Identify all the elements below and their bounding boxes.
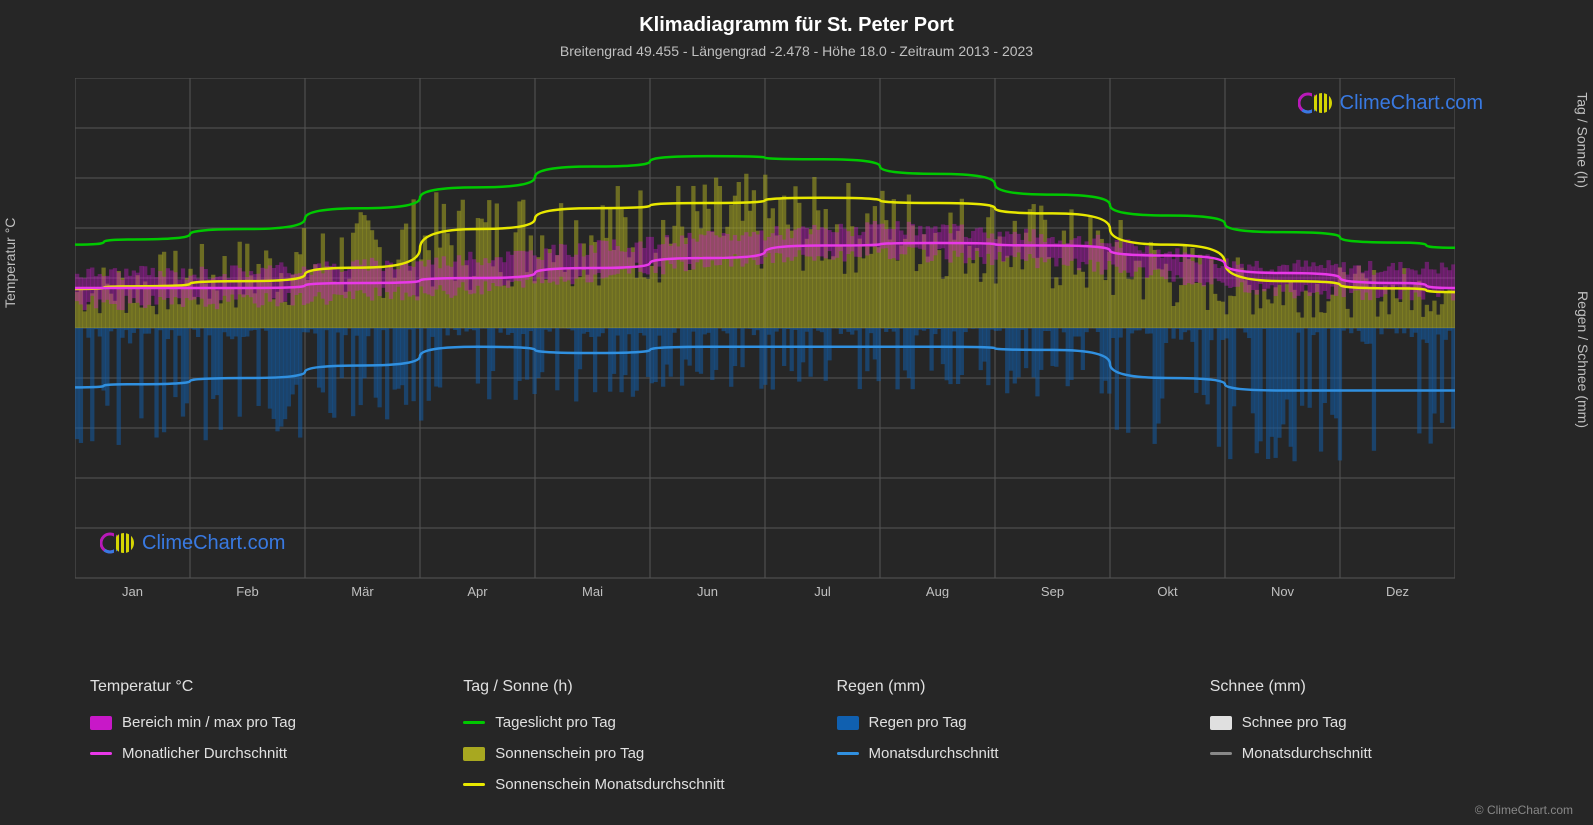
svg-text:Sep: Sep <box>1041 584 1064 598</box>
legend-item: Sonnenschein pro Tag <box>463 745 796 762</box>
legend-swatch <box>837 716 859 730</box>
svg-text:Jan: Jan <box>122 584 143 598</box>
legend-swatch <box>90 716 112 730</box>
legend-item: Regen pro Tag <box>837 714 1170 731</box>
legend-label: Monatlicher Durchschnitt <box>122 745 287 762</box>
legend-swatch <box>463 721 485 724</box>
legend-column: Temperatur °C Bereich min / max pro Tag Mo… <box>90 678 423 793</box>
legend-swatch <box>463 783 485 786</box>
legend-header: Regen (mm) <box>837 678 1170 696</box>
chart-title: Klimadiagramm für St. Peter Port <box>0 0 1593 37</box>
legend-header: Tag / Sonne (h) <box>463 678 796 696</box>
legend-item: Tageslicht pro Tag <box>463 714 796 731</box>
legend-item: Sonnenschein Monatsdurchschnitt <box>463 776 796 793</box>
legend-label: Bereich min / max pro Tag <box>122 714 296 731</box>
legend-swatch <box>463 747 485 761</box>
legend-swatch <box>837 752 859 755</box>
legend-label: Monatsdurchschnitt <box>1242 745 1372 762</box>
chart-plot-area: -50-40-30-20-100102030405006121824010203… <box>75 78 1455 598</box>
chart-subtitle: Breitengrad 49.455 - Längengrad -2.478 -… <box>0 37 1593 59</box>
right-axis-top-label: Tag / Sonne (h) <box>1575 92 1591 188</box>
copyright-text: © ClimeChart.com <box>1475 803 1573 817</box>
legend-swatch <box>1210 716 1232 730</box>
legend-swatch <box>90 752 112 755</box>
svg-text:Feb: Feb <box>236 584 258 598</box>
chart-legend: Temperatur °C Bereich min / max pro Tag Mo… <box>90 678 1543 793</box>
svg-text:Okt: Okt <box>1157 584 1178 598</box>
legend-item: Bereich min / max pro Tag <box>90 714 423 731</box>
svg-text:Mär: Mär <box>351 584 374 598</box>
right-axis-bottom-label: Regen / Schnee (mm) <box>1575 291 1591 428</box>
legend-label: Monatsdurchschnitt <box>869 745 999 762</box>
legend-item: Monatlicher Durchschnitt <box>90 745 423 762</box>
legend-column: Tag / Sonne (h) Tageslicht pro Tag Sonnens… <box>463 678 796 793</box>
legend-column: Schnee (mm) Schnee pro Tag Monatsdurchschn… <box>1210 678 1543 793</box>
legend-item: Monatsdurchschnitt <box>1210 745 1543 762</box>
legend-item: Monatsdurchschnitt <box>837 745 1170 762</box>
climechart-logo-icon <box>1298 90 1334 116</box>
climate-chart-svg: -50-40-30-20-100102030405006121824010203… <box>75 78 1455 598</box>
svg-text:Aug: Aug <box>926 584 949 598</box>
legend-item: Schnee pro Tag <box>1210 714 1543 731</box>
legend-label: Sonnenschein pro Tag <box>495 745 644 762</box>
svg-text:Jul: Jul <box>814 584 831 598</box>
svg-text:Mai: Mai <box>582 584 603 598</box>
legend-header: Temperatur °C <box>90 678 423 696</box>
legend-header: Schnee (mm) <box>1210 678 1543 696</box>
watermark-bottom-left: ClimeChart.com <box>100 530 285 556</box>
left-axis-label: Temperatur °C <box>2 218 18 308</box>
legend-label: Regen pro Tag <box>869 714 967 731</box>
watermark-text: ClimeChart.com <box>142 532 285 555</box>
svg-text:Dez: Dez <box>1386 584 1409 598</box>
watermark-text: ClimeChart.com <box>1340 92 1483 115</box>
svg-text:Apr: Apr <box>467 584 488 598</box>
legend-label: Schnee pro Tag <box>1242 714 1347 731</box>
legend-label: Tageslicht pro Tag <box>495 714 616 731</box>
legend-swatch <box>1210 752 1232 755</box>
svg-text:Nov: Nov <box>1271 584 1295 598</box>
climechart-logo-icon <box>100 530 136 556</box>
watermark-top-right: ClimeChart.com <box>1298 90 1483 116</box>
svg-text:Jun: Jun <box>697 584 718 598</box>
legend-column: Regen (mm) Regen pro Tag Monatsdurchschnit… <box>837 678 1170 793</box>
legend-label: Sonnenschein Monatsdurchschnitt <box>495 776 724 793</box>
